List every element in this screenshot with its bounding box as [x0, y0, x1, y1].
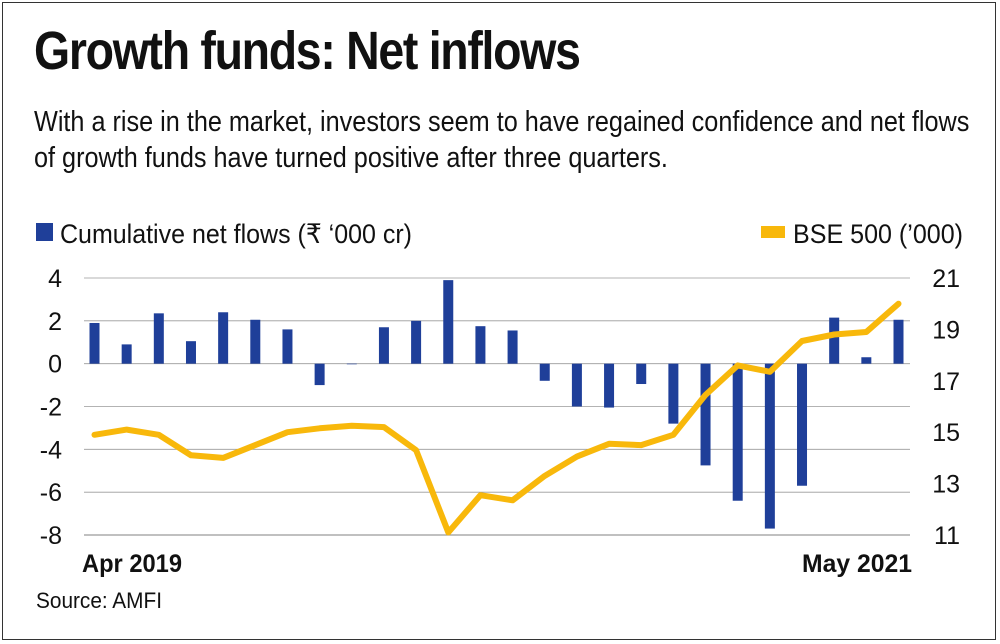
legend-bar-label: Cumulative net flows (₹ ‘000 cr) [60, 219, 412, 249]
bar [475, 326, 486, 364]
bar [893, 319, 904, 364]
line-series [91, 300, 902, 536]
left-tick-label: 4 [48, 265, 62, 293]
legend-bar-swatch [36, 223, 53, 241]
bar-series [89, 280, 904, 529]
left-axis-ticks: 4 2 0 -2 -4 -6 -8 [40, 265, 62, 550]
bar [89, 322, 100, 364]
bar [185, 341, 196, 364]
left-tick-label: -4 [40, 436, 62, 464]
chart-subtitle: With a rise in the market, investors see… [34, 106, 970, 174]
bar [571, 363, 582, 407]
bar [604, 363, 615, 408]
bar [668, 363, 679, 424]
bar [153, 313, 164, 364]
bar [539, 363, 550, 381]
bar [732, 363, 743, 501]
legend-line-label: BSE 500 (’000) [793, 219, 963, 249]
bar [411, 320, 422, 364]
chart-title: Growth funds: Net inflows [34, 21, 581, 81]
bse500-line [91, 300, 902, 536]
right-tick-label: 11 [934, 522, 960, 550]
right-tick-label: 17 [932, 368, 960, 396]
bar [378, 327, 389, 364]
bar [121, 344, 132, 364]
right-axis-ticks: 21 19 17 15 13 11 [932, 265, 960, 550]
left-tick-label: -6 [40, 479, 62, 507]
left-tick-label: -2 [40, 394, 62, 422]
bar [636, 363, 647, 385]
left-tick-label: 0 [48, 351, 62, 379]
bar [700, 363, 711, 466]
bar [764, 363, 775, 529]
right-tick-label: 13 [932, 471, 960, 499]
left-tick-label: -8 [40, 522, 62, 550]
bar [829, 317, 840, 364]
bar [218, 312, 229, 364]
bar [314, 363, 325, 386]
bar [282, 329, 293, 364]
x-axis-end-label: May 2021 [802, 550, 912, 578]
legend-line-swatch [761, 226, 785, 238]
bar [443, 280, 454, 364]
bar [250, 319, 261, 364]
left-tick-label: 2 [48, 308, 62, 336]
bar [346, 363, 357, 365]
bar [507, 330, 518, 364]
bar [797, 363, 808, 486]
right-tick-label: 15 [932, 419, 960, 447]
right-tick-label: 21 [932, 265, 960, 293]
x-axis-start-label: Apr 2019 [82, 550, 182, 578]
source-note: Source: AMFI [36, 588, 162, 613]
right-tick-label: 19 [932, 316, 960, 344]
bar [861, 357, 872, 364]
